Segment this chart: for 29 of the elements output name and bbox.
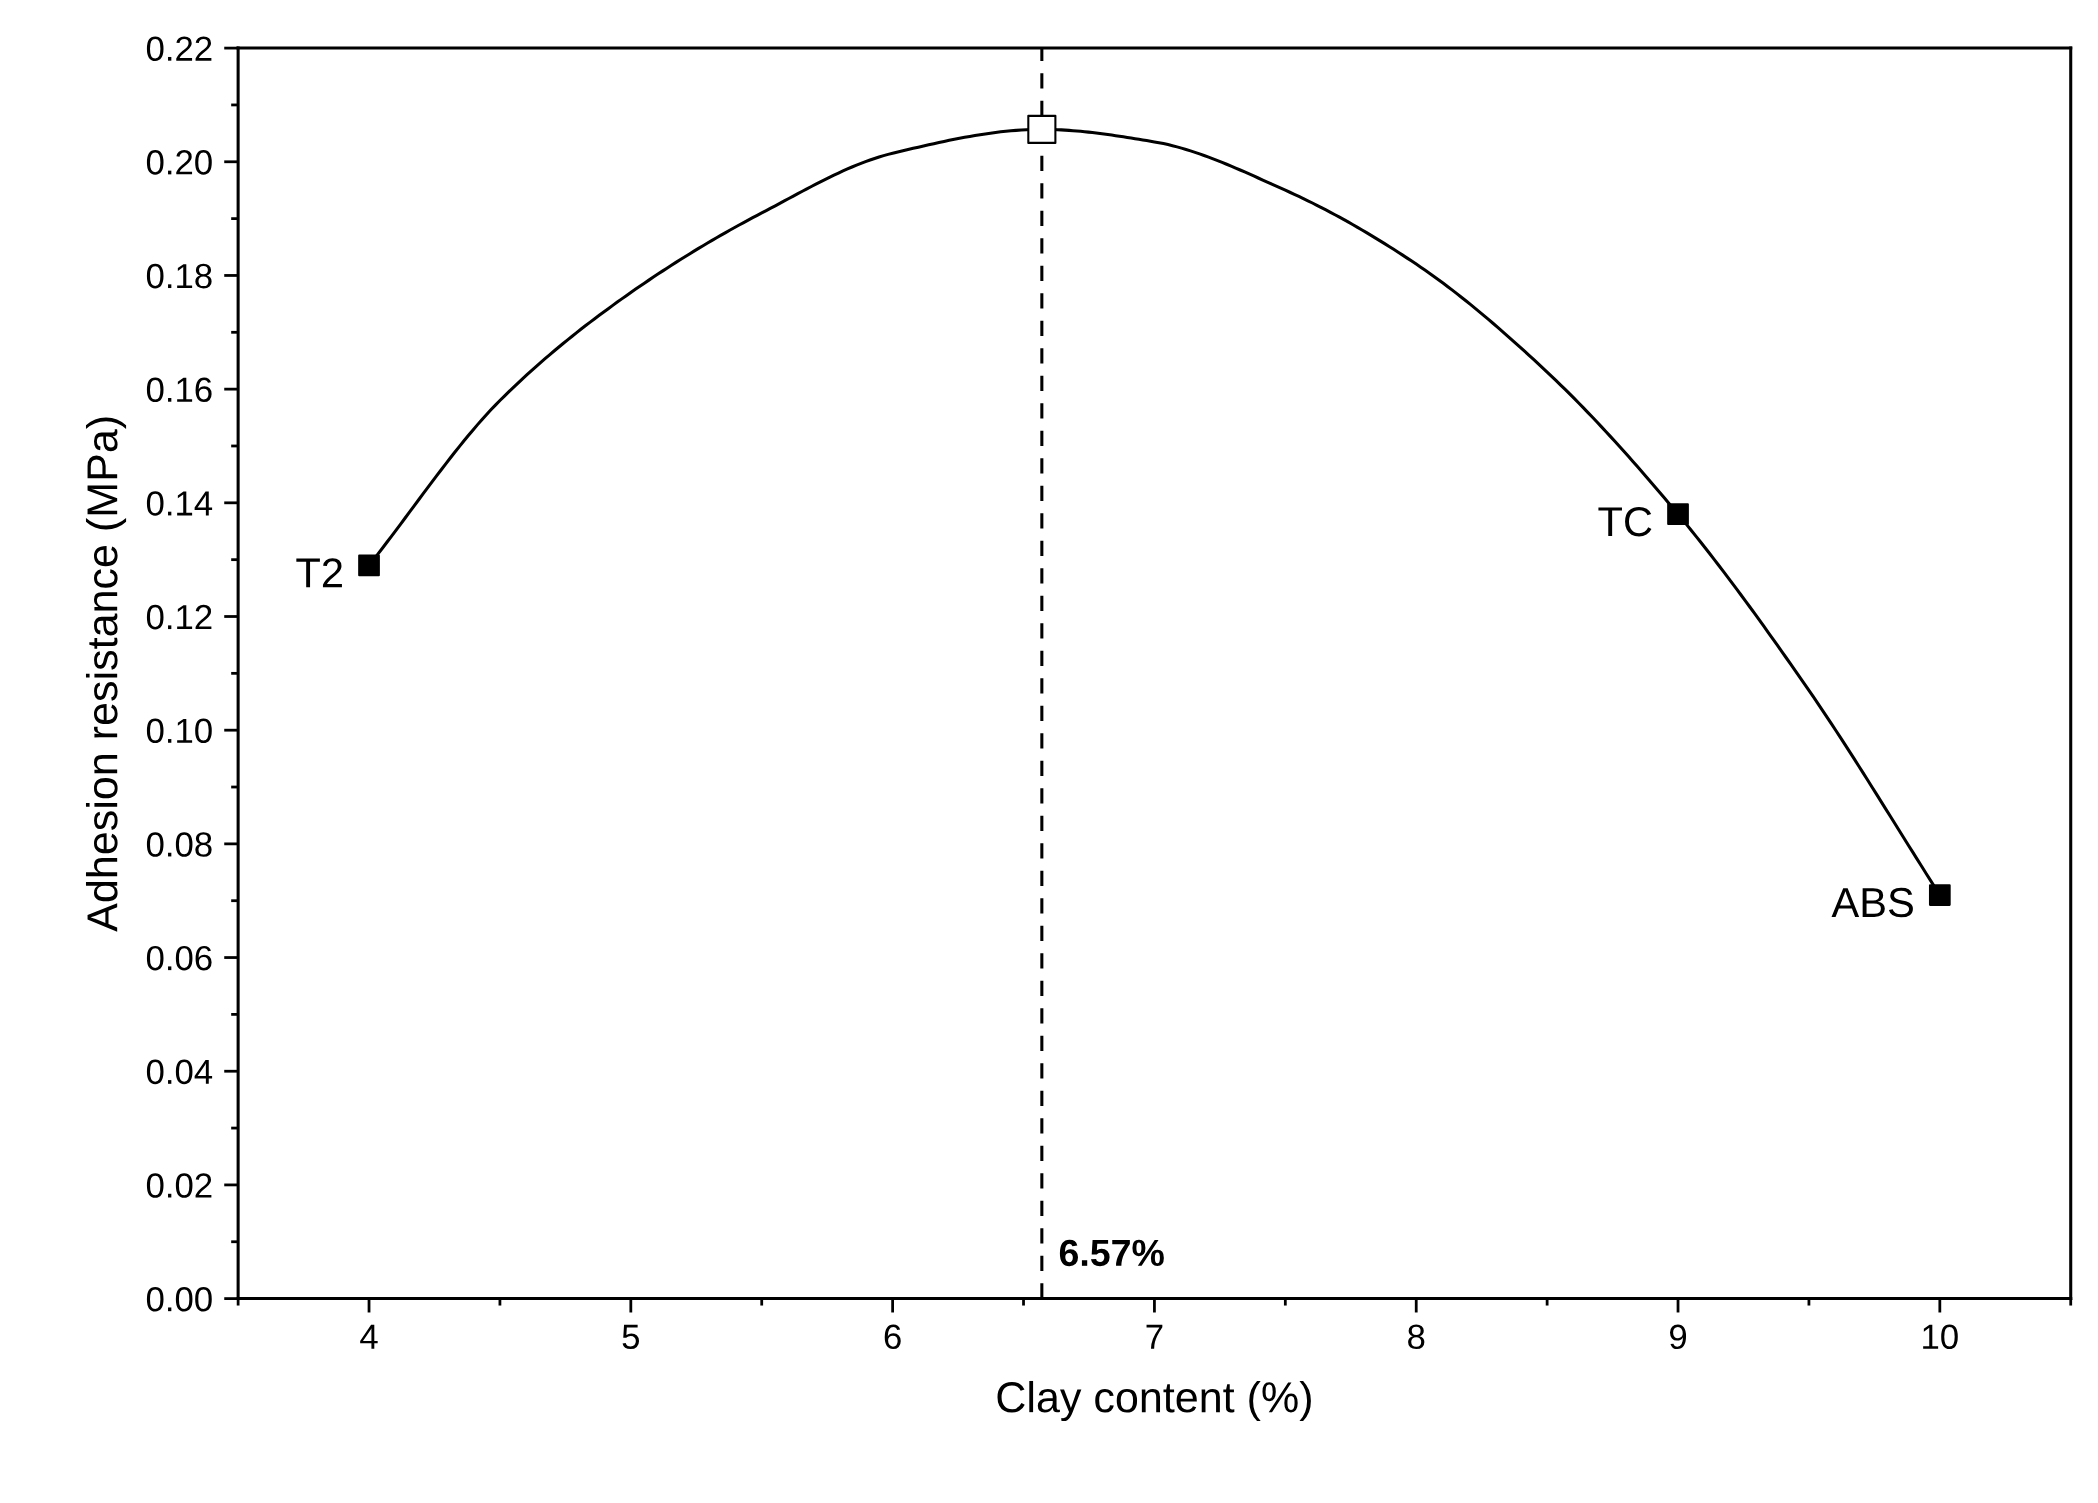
y-tick-label: 0.18 <box>146 263 212 289</box>
annotation: TC <box>1598 506 1652 537</box>
y-tick-label: 0.20 <box>146 150 212 175</box>
point <box>1027 114 1057 144</box>
y-tick-label: 0.14 <box>146 491 213 516</box>
y-tick-label: 0.12 <box>146 604 212 630</box>
y-tick-label: 0.04 <box>146 1059 213 1085</box>
x-axis-title: Clay content (%) <box>997 1380 1311 1422</box>
y-tick-label: 0.16 <box>146 377 212 403</box>
x-tick-label: 7 <box>1146 1324 1163 1349</box>
y-tick-label: 0.02 <box>146 1173 212 1198</box>
y-tick-label: 0.00 <box>146 1286 212 1312</box>
y-tick-label: 0.22 <box>146 36 212 62</box>
point <box>1667 503 1689 526</box>
ref-line-label: 6.57% <box>1059 1239 1164 1267</box>
x-tick-label: 6 <box>884 1324 901 1350</box>
annotation: T2 <box>296 558 342 588</box>
x-tick-label: 4 <box>360 1324 378 1349</box>
y-tick-label: 0.06 <box>146 945 212 971</box>
point <box>358 554 380 577</box>
y-tick-label: 0.08 <box>146 832 212 857</box>
x-tick-label: 5 <box>622 1324 640 1350</box>
y-tick-label: 0.10 <box>146 718 212 744</box>
x-tick-label: 9 <box>1670 1324 1687 1350</box>
x-tick-label: 8 <box>1408 1324 1425 1350</box>
y-axis-title: Adhesion resistance (MPa) <box>85 417 127 932</box>
x-tick-label: 10 <box>1923 1324 1958 1350</box>
annotation: ABS <box>1831 887 1913 918</box>
point <box>1928 884 1951 906</box>
